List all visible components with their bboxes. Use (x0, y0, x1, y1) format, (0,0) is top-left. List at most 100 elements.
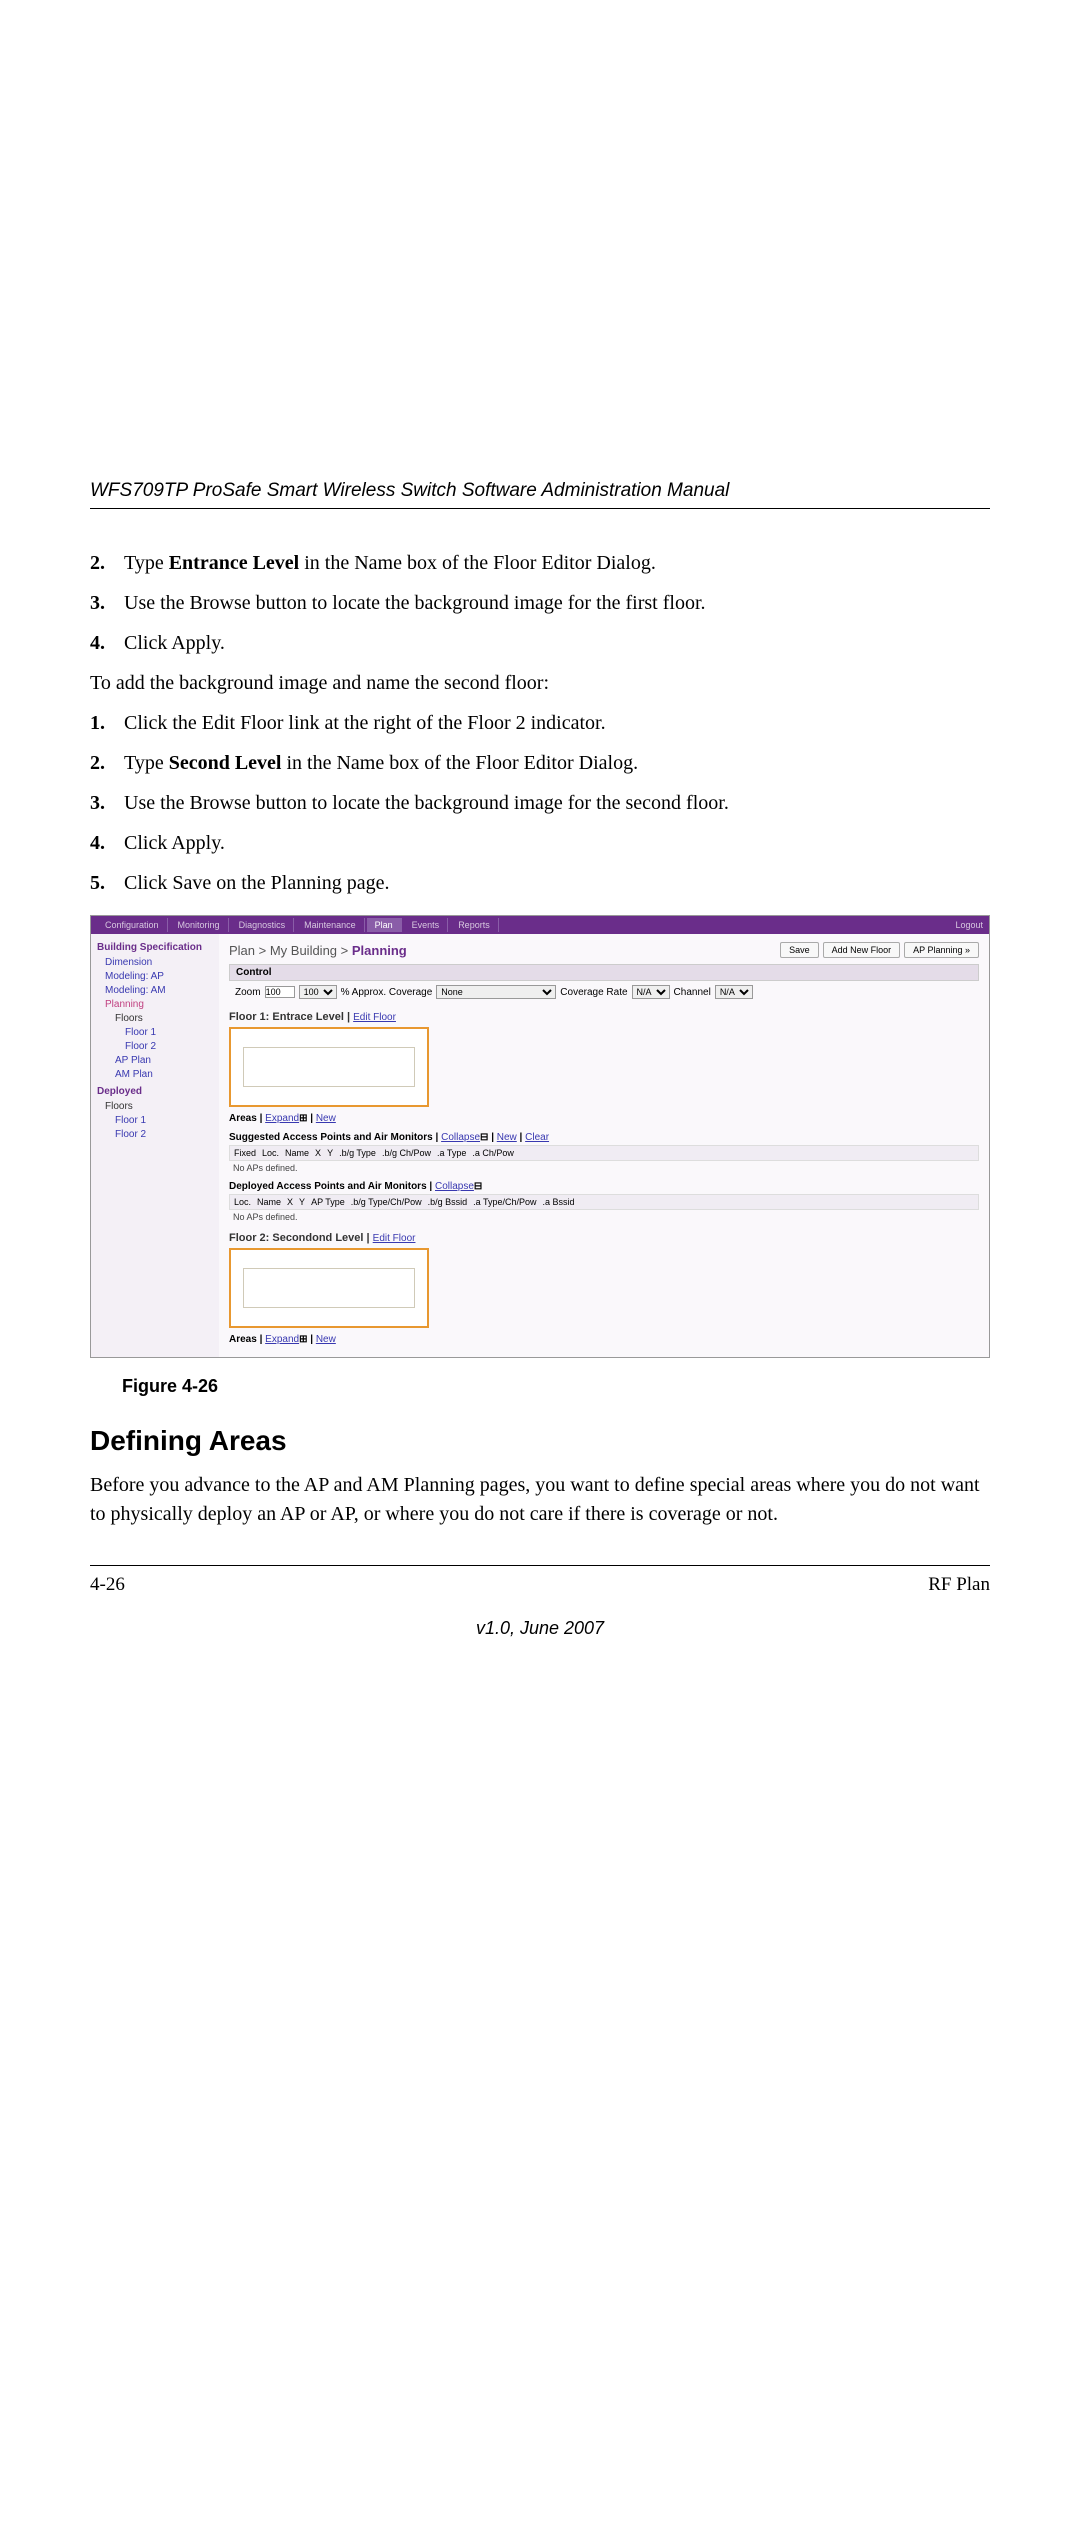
tab-maintenance[interactable]: Maintenance (296, 918, 365, 932)
tab-configuration[interactable]: Configuration (97, 918, 168, 932)
dcol-bgbssid: .b/g Bssid (428, 1197, 468, 1207)
suggested-clear[interactable]: Clear (525, 1132, 549, 1143)
list2-item: 3. Use the Browse button to locate the b… (90, 789, 990, 817)
list2-item: 4. Click Apply. (90, 829, 990, 857)
list-num: 2. (90, 749, 105, 777)
floor2-edit-link[interactable]: Edit Floor (373, 1233, 416, 1244)
list-num: 4. (90, 829, 105, 857)
floor1-edit-link[interactable]: Edit Floor (353, 1012, 396, 1023)
zoom-input[interactable] (265, 986, 295, 998)
areas1-expand[interactable]: Expand (265, 1113, 299, 1124)
lp-floor2[interactable]: Floor 2 (97, 1041, 213, 1052)
zoom-pct-select[interactable]: 100 (299, 985, 337, 999)
areas2-new[interactable]: New (316, 1334, 336, 1345)
coverage-rate-select[interactable]: N/A (632, 985, 670, 999)
app-screenshot: Configuration Monitoring Diagnostics Mai… (90, 915, 990, 1358)
page-number: 4-26 (90, 1574, 125, 1596)
dcol-aptype: AP Type (311, 1197, 345, 1207)
col-name: Name (285, 1148, 309, 1158)
lp-planning[interactable]: Planning (97, 999, 213, 1010)
channel-select[interactable]: N/A (715, 985, 753, 999)
lp-ap-plan[interactable]: AP Plan (97, 1055, 213, 1066)
floor2-title: Floor 2: Secondond Level (229, 1232, 363, 1244)
dcol-loc: Loc. (234, 1197, 251, 1207)
main-area: Building Specification Dimension Modelin… (91, 934, 989, 1357)
breadcrumb-row: Plan > My Building > Planning Save Add N… (229, 942, 979, 958)
left-panel: Building Specification Dimension Modelin… (91, 934, 219, 1357)
footer-rule (90, 1565, 990, 1566)
list-text: Click the Edit Floor link at the right o… (124, 712, 606, 734)
breadcrumb-path: Plan > My Building > (229, 943, 352, 958)
suggested-new[interactable]: New (497, 1132, 517, 1143)
dcol-bgtype: .b/g Type/Ch/Pow (351, 1197, 422, 1207)
lp-modeling-ap[interactable]: Modeling: AP (97, 971, 213, 982)
footer-version: v1.0, June 2007 (90, 1618, 990, 1639)
save-button[interactable]: Save (780, 942, 819, 958)
lp-deployed-hdr: Deployed (97, 1086, 213, 1097)
deployed-table-header: Loc. Name X Y AP Type .b/g Type/Ch/Pow .… (229, 1194, 979, 1210)
areas2-label: Areas (229, 1334, 257, 1345)
list2-item: 2. Type Second Level in the Name box of … (90, 749, 990, 777)
lp-dep-floor2[interactable]: Floor 2 (97, 1129, 213, 1140)
dcol-abssid: .a Bssid (543, 1197, 575, 1207)
lp-floor1[interactable]: Floor 1 (97, 1027, 213, 1038)
dcol-y: Y (299, 1197, 305, 1207)
tab-diagnostics[interactable]: Diagnostics (231, 918, 295, 932)
list-text-after: in the Name box of the Floor Editor Dial… (281, 752, 638, 774)
floor2-plan-inner (243, 1268, 415, 1308)
col-x: X (315, 1148, 321, 1158)
suggested-no-aps: No APs defined. (229, 1161, 979, 1175)
add-floor-button[interactable]: Add New Floor (823, 942, 901, 958)
list-text: Type (124, 752, 169, 774)
floor1-plan (229, 1027, 429, 1107)
areas1-new[interactable]: New (316, 1113, 336, 1124)
list2-item: 5. Click Save on the Planning page. (90, 869, 990, 897)
doc-header: WFS709TP ProSafe Smart Wireless Switch S… (90, 480, 990, 502)
list-num: 4. (90, 629, 105, 657)
approx-coverage-label: % Approx. Coverage (341, 987, 433, 998)
figure-caption: Figure 4-26 (122, 1376, 990, 1397)
header-rule (90, 508, 990, 509)
list-text: Use the Browse button to locate the back… (124, 592, 706, 614)
deployed-collapse[interactable]: Collapse (435, 1181, 474, 1192)
lp-deployed-floors-hdr: Floors (97, 1101, 213, 1112)
deployed-header: Deployed Access Points and Air Monitors … (229, 1181, 979, 1192)
list-num: 5. (90, 869, 105, 897)
lp-dimension[interactable]: Dimension (97, 957, 213, 968)
zoom-label: Zoom (235, 987, 261, 998)
list2-item: 1. Click the Edit Floor link at the righ… (90, 709, 990, 737)
lp-modeling-am[interactable]: Modeling: AM (97, 985, 213, 996)
areas2-line: Areas | Expand⊞ | New (229, 1334, 979, 1345)
breadcrumb-current: Planning (352, 943, 407, 958)
tab-monitoring[interactable]: Monitoring (170, 918, 229, 932)
areas1-line: Areas | Expand⊞ | New (229, 1113, 979, 1124)
list1-item: 2. Type Entrance Level in the Name box o… (90, 549, 990, 577)
deployed-no-aps: No APs defined. (229, 1210, 979, 1224)
control-header: Control (229, 964, 979, 981)
lp-heading: Building Specification (97, 942, 213, 953)
coverage-select[interactable]: None (436, 985, 556, 999)
suggested-header: Suggested Access Points and Air Monitors… (229, 1132, 979, 1143)
breadcrumb: Plan > My Building > Planning (229, 943, 407, 958)
lp-dep-floor1[interactable]: Floor 1 (97, 1115, 213, 1126)
section-title: Defining Areas (90, 1425, 990, 1457)
areas1-label: Areas (229, 1113, 257, 1124)
ap-planning-button[interactable]: AP Planning » (904, 942, 979, 958)
tab-reports[interactable]: Reports (450, 918, 499, 932)
list1-item: 3. Use the Browse button to locate the b… (90, 589, 990, 617)
list-bold: Second Level (169, 752, 282, 774)
chapter-name: RF Plan (928, 1574, 990, 1596)
lp-am-plan[interactable]: AM Plan (97, 1069, 213, 1080)
areas2-expand[interactable]: Expand (265, 1334, 299, 1345)
right-panel: Plan > My Building > Planning Save Add N… (219, 934, 989, 1357)
suggested-collapse[interactable]: Collapse (441, 1132, 480, 1143)
tab-plan[interactable]: Plan (367, 918, 402, 932)
deployed-title: Deployed Access Points and Air Monitors (229, 1181, 427, 1192)
col-y: Y (327, 1148, 333, 1158)
logout-link[interactable]: Logout (955, 920, 983, 930)
list-num: 3. (90, 789, 105, 817)
tab-events[interactable]: Events (404, 918, 449, 932)
tab-bar: Configuration Monitoring Diagnostics Mai… (91, 916, 989, 934)
button-group: Save Add New Floor AP Planning » (780, 942, 979, 958)
floor2-plan (229, 1248, 429, 1328)
